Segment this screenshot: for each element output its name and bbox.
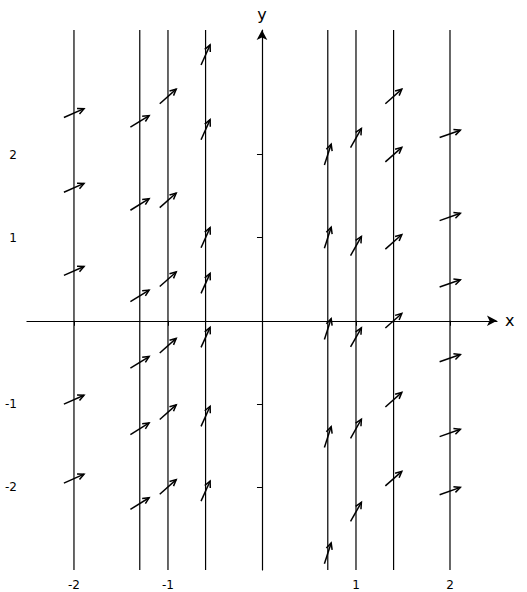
svg-text:x: x: [505, 311, 514, 330]
svg-text:-1: -1: [5, 397, 17, 411]
svg-text:y: y: [257, 5, 266, 24]
svg-text:2: 2: [9, 148, 17, 162]
svg-text:1: 1: [9, 231, 17, 245]
svg-text:1: 1: [352, 578, 360, 592]
svg-text:-1: -1: [162, 578, 174, 592]
svg-text:2: 2: [446, 578, 454, 592]
svg-text:-2: -2: [5, 480, 17, 494]
svg-text:-2: -2: [68, 578, 80, 592]
